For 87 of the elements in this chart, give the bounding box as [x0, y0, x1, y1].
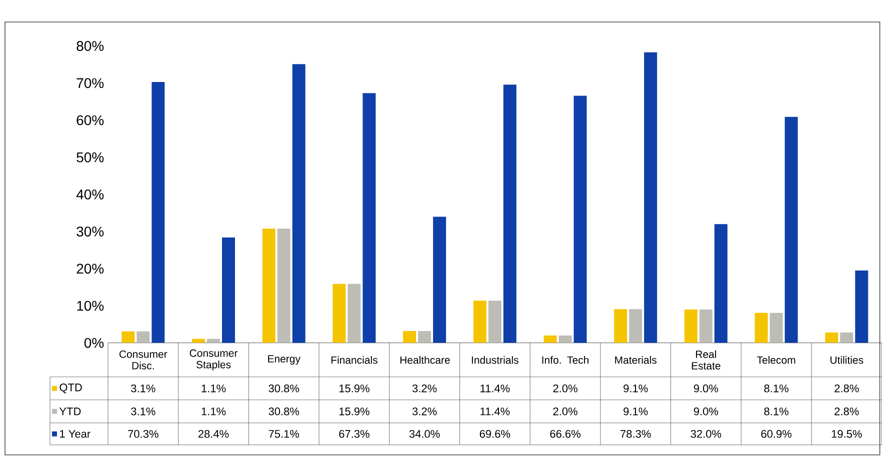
x-tick-label: Consumer Disc.: [119, 350, 168, 370]
bar: [418, 331, 432, 343]
data-label: 3.1%: [131, 384, 156, 392]
data-label: 8.1%: [764, 408, 788, 416]
bar: [277, 228, 290, 343]
bar: [332, 284, 346, 343]
bar: [714, 224, 728, 343]
x-tick-label: Financials: [331, 356, 378, 364]
data-label: 30.8%: [268, 408, 300, 416]
data-label: 11.4%: [480, 408, 510, 416]
data-label: 70.3%: [128, 430, 158, 438]
x-tick-label: Consumer Staples: [190, 349, 238, 370]
legend-label: 1 Year: [60, 430, 90, 438]
data-label: 2.8%: [834, 384, 859, 392]
data-label: 66.6%: [550, 430, 580, 438]
bar: [433, 216, 446, 343]
bar: [770, 312, 783, 343]
data-label: 8.1%: [764, 384, 788, 392]
data-label: 19.5%: [832, 430, 862, 438]
bar: [558, 336, 572, 343]
y-tick-label: 10%: [77, 300, 104, 311]
y-tick-label: 30%: [76, 226, 104, 237]
legend-label: QTD: [60, 384, 82, 394]
data-label: 9.0%: [694, 384, 718, 392]
x-tick-label: Industrials: [472, 356, 518, 364]
x-tick-label: Real Estate: [692, 350, 720, 370]
data-label: 34.0%: [409, 430, 440, 438]
data-label: 60.9%: [761, 430, 792, 438]
x-tick-label: Materials: [615, 356, 656, 364]
y-tick-label: 40%: [76, 190, 104, 200]
bar: [262, 228, 276, 343]
data-label: 15.9%: [339, 408, 370, 416]
bar: [644, 52, 658, 343]
data-label: 2.0%: [553, 408, 578, 416]
bar: [348, 284, 361, 343]
bar: [614, 309, 628, 343]
data-label: 28.4%: [198, 430, 229, 438]
data-label: 3.2%: [412, 408, 437, 416]
bar: [222, 238, 235, 343]
x-tick-label: Healthcare: [400, 356, 450, 364]
data-label: 3.2%: [412, 384, 437, 392]
y-tick-label: 50%: [76, 152, 104, 162]
data-label: 2.0%: [553, 384, 578, 392]
x-tick-label: Energy: [268, 355, 300, 365]
data-label: 2.8%: [834, 408, 859, 416]
bar: [152, 82, 165, 343]
y-tick-label: 0%: [84, 338, 104, 348]
data-label: 75.1%: [268, 430, 300, 438]
bar: [840, 332, 854, 343]
bar: [855, 270, 868, 343]
legend-label: YTD: [59, 408, 81, 416]
data-label: 32.0%: [690, 430, 722, 438]
bar: [684, 310, 698, 343]
data-label: 30.8%: [268, 384, 300, 392]
data-label: 9.1%: [624, 408, 648, 416]
x-tick-label: Utilities: [830, 356, 864, 364]
y-tick-label: 70%: [76, 78, 104, 88]
bar: [503, 84, 516, 343]
data-label: 69.6%: [480, 430, 510, 438]
bar: [699, 310, 712, 343]
data-label: 9.1%: [624, 384, 648, 392]
data-label: 9.0%: [694, 408, 718, 416]
data-label: 11.4%: [480, 384, 510, 392]
data-label: 3.1%: [131, 408, 156, 416]
bar: [784, 116, 798, 343]
data-label: 78.3%: [620, 430, 651, 438]
bar: [754, 312, 768, 343]
bar: [488, 300, 502, 343]
bar: [544, 336, 557, 343]
bar: [136, 331, 150, 343]
bar: [403, 331, 416, 343]
bar: [362, 93, 376, 343]
bar: [825, 332, 838, 343]
data-label: 1.1%: [202, 408, 226, 416]
y-tick-label: 60%: [76, 115, 104, 126]
bar: [292, 64, 306, 343]
bar: [473, 300, 486, 343]
bar: [574, 96, 587, 343]
data-label: 1.1%: [202, 384, 226, 392]
y-tick-label: 20%: [76, 264, 104, 274]
bar: [629, 309, 642, 343]
data-label: 15.9%: [339, 384, 370, 392]
bar: [122, 331, 135, 343]
y-tick-label: 80%: [76, 41, 104, 51]
x-tick-label: Info. Tech: [542, 356, 588, 364]
x-tick-label: Telecom: [756, 356, 796, 364]
data-label: 67.3%: [339, 430, 370, 438]
